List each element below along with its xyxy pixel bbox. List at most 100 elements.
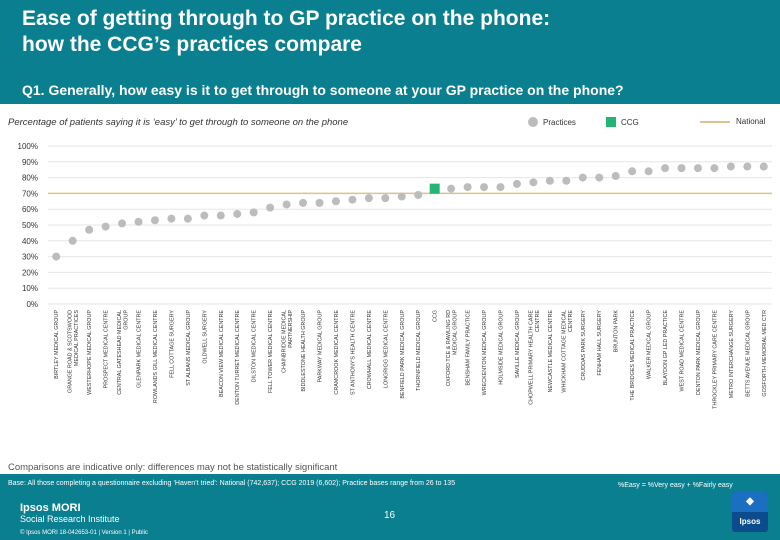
x-tick-label: WALKER MEDICAL GROUP (647, 310, 653, 379)
practice-marker (759, 162, 768, 171)
x-tick-label: HOLMSIDE MEDICAL GROUP (499, 310, 505, 385)
x-tick-label: GRANGE ROAD & SCOTSWOODMEDICAL PRACTICES (68, 310, 81, 393)
x-tick-label: GOSFORTH MEMORIAL MED CTR (762, 310, 768, 397)
x-tick-label: THROCKLEY PRIMARY CARE CENTRE (712, 310, 718, 409)
practice-marker (233, 209, 242, 218)
practice-comparison-chart: 0% 10% 20% 30% 40% 50% 60% 70% 80% 90% 100% BIRTLEY… (18, 142, 772, 409)
practice-marker (644, 167, 653, 176)
legend-practices: Practices (528, 117, 576, 127)
x-tick-label: CENTRAL GATESHEAD MEDICALGROUP (117, 310, 130, 395)
easy-definition: %Easy = %Very easy + %Fairly easy (618, 482, 733, 489)
legend-national-label: National (736, 117, 766, 126)
x-tick-label: CCG (433, 310, 439, 322)
x-tick-label: BENFIELD PARK MEDICAL GROUP (400, 310, 406, 399)
y-tick-label: 100% (18, 142, 38, 151)
x-tick-label: WESTERHOPE MEDICAL GROUP (87, 310, 93, 395)
y-tick-label: 50% (22, 221, 38, 230)
x-tick-label: ROWLANDS GILL MEDICAL CENTRE (153, 310, 159, 403)
practice-marker (101, 222, 110, 231)
x-tick-label: CRAMCROOK MEDICAL CENTRE (334, 310, 340, 395)
practice-marker (282, 200, 291, 209)
y-tick-label: 40% (22, 237, 38, 246)
x-tick-label: DENTON TURRET MEDICAL CENTRE (235, 310, 241, 405)
y-tick-label: 30% (22, 253, 38, 262)
x-tick-label: GLENPARK MEDICAL CENTRE (137, 310, 143, 388)
x-tick-label: PROSPECT MEDICAL CENTRE (104, 310, 110, 389)
practice-marker (134, 217, 143, 226)
x-tick-label: FELL COTTAGE SURGERY (169, 310, 175, 378)
practice-marker (710, 164, 719, 173)
page-title: Ease of getting through to GP practice o… (22, 6, 762, 58)
practice-marker (545, 176, 554, 185)
survey-question: Q1. Generally, how easy is it to get thr… (22, 82, 624, 98)
practice-marker (562, 176, 571, 185)
x-tick-label: THE BRIDGES MEDICAL PRACTICE (630, 310, 636, 401)
practice-marker (52, 252, 61, 261)
legend-ccg-label: CCG (621, 117, 639, 127)
y-tick-label: 60% (22, 205, 38, 214)
practice-marker (447, 184, 456, 193)
x-tick-label: CHOPWELL PRIMARY HEALTH CARECENTRE (528, 310, 541, 405)
footer: Base: All those completing a questionnai… (0, 474, 780, 540)
badge-top: ◆ (732, 492, 768, 512)
practice-marker (85, 225, 94, 234)
x-tick-label: BENSHAM FAMILY PRACTICE (466, 310, 472, 386)
y-tick-label: 70% (22, 189, 38, 198)
practice-marker (512, 179, 521, 188)
y-tick-label: 80% (22, 174, 38, 183)
x-tick-label: THORNFIELD MEDICAL GROUP (416, 310, 422, 391)
practice-marker (496, 183, 505, 192)
x-tick-label: OXFORD TCE & RAWLING RDMEDICAL GROUP (446, 310, 459, 386)
practice-marker (743, 162, 752, 171)
practice-marker (68, 236, 77, 245)
practice-marker (150, 216, 159, 225)
title-line-1: Ease of getting through to GP practice o… (22, 7, 551, 30)
chart-subtitle: Percentage of patients saying it is ‘eas… (8, 117, 349, 128)
y-tick-label: 90% (22, 158, 38, 167)
practice-marker (578, 173, 587, 182)
practice-marker (331, 197, 340, 206)
x-tick-label: PARKWAY MEDICAL GROUP (318, 310, 324, 383)
practice-marker (463, 183, 472, 192)
practice-marker (200, 211, 209, 220)
practice-marker (216, 211, 225, 220)
x-tick-label: BIRTLEY MEDICAL GROUP (54, 310, 60, 379)
x-tick-label: FENHAM HALL SURGERY (597, 310, 603, 376)
legend-practices-label: Practices (543, 117, 576, 127)
practice-marker (480, 183, 489, 192)
practice-marker (299, 198, 308, 207)
practice-marker (726, 162, 735, 171)
x-tick-label: CROWHALL MEDICAL CENTRE (367, 310, 373, 390)
y-tick-label: 0% (26, 300, 38, 309)
ccg-marker-icon (606, 117, 616, 127)
page-number: 16 (384, 510, 396, 521)
base-note: Base: All those completing a questionnai… (8, 480, 456, 487)
x-tick-label: CRUDDAS PARK SURGERY (581, 310, 587, 381)
copyright-text: © Ipsos MORI 18-042653-01 | Version 1 | … (20, 530, 148, 536)
practice-marker (661, 164, 670, 173)
practice-marker (118, 219, 127, 228)
x-tick-label: ST ALBANS MEDICAL GROUP (186, 310, 192, 386)
practice-marker (414, 190, 423, 199)
practice-marker (183, 214, 192, 223)
title-line-2: how the CCG’s practices compare (22, 33, 362, 56)
x-tick-label: FELL TOWER MEDICAL CENTRE (268, 310, 274, 393)
practice-marker (348, 195, 357, 204)
ipsos-mori-logo: Ipsos MORI Social Research Institute (20, 502, 120, 524)
legend-ccg: CCG (606, 117, 639, 127)
ccg-marker (429, 183, 440, 194)
x-tick-label: NEWCASTLE MEDICAL CENTRE (548, 310, 554, 393)
x-tick-label: BIDDLESTONE HEALTH GROUP (301, 310, 307, 392)
practice-marker (397, 192, 406, 201)
logo-line-1: Ipsos MORI (20, 502, 81, 514)
x-tick-label: BRUNTON PARK (614, 310, 620, 353)
x-tick-label: ST ANTHONY'S HEALTH CENTRE (350, 310, 356, 395)
x-tick-label: DENTON PARK MEDICAL GROUP (696, 310, 702, 395)
x-tick-label: BETTS AVENUE MEDICAL GROUP (745, 310, 751, 397)
x-tick-label: SAVILLE MEDICAL GROUP (515, 310, 521, 378)
badge-bottom: Ipsos (739, 517, 761, 526)
practice-marker (529, 178, 538, 187)
x-tick-label: WHICKHAM COTTAGE MEDICALCENTRE (561, 310, 574, 393)
practice-marker (315, 198, 324, 207)
national-line-icon (700, 120, 730, 123)
